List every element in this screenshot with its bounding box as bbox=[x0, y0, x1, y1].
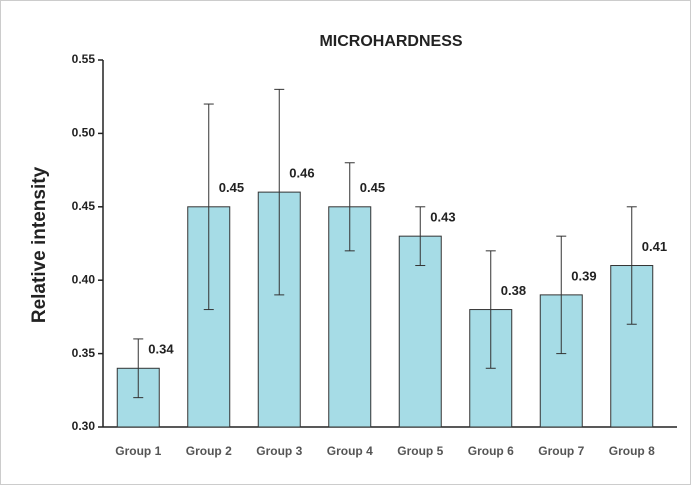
data-label: 0.43 bbox=[430, 210, 455, 225]
y-axis-label: Relative intensity bbox=[29, 166, 50, 323]
x-tick-label: Group 7 bbox=[538, 444, 584, 458]
y-tick-label: 0.30 bbox=[72, 419, 96, 433]
error-bar bbox=[485, 250, 496, 369]
x-tick-label: Group 8 bbox=[609, 444, 655, 458]
error-bar bbox=[556, 235, 567, 355]
error-bar bbox=[344, 162, 355, 252]
x-tick-label: Group 2 bbox=[186, 444, 232, 458]
data-label: 0.46 bbox=[289, 166, 314, 181]
y-tick-label: 0.35 bbox=[72, 346, 96, 360]
x-tick-label: Group 3 bbox=[256, 444, 302, 458]
x-tick-label: Group 1 bbox=[115, 444, 161, 458]
y-tick-label: 0.55 bbox=[72, 52, 96, 66]
x-tick-label: Group 5 bbox=[397, 444, 443, 458]
error-bar bbox=[274, 88, 285, 296]
x-tick-label: Group 6 bbox=[468, 444, 514, 458]
data-label: 0.45 bbox=[360, 180, 385, 195]
data-label: 0.34 bbox=[148, 342, 174, 357]
data-label: 0.41 bbox=[642, 239, 667, 254]
y-tick-label: 0.45 bbox=[72, 199, 96, 213]
y-tick-label: 0.40 bbox=[72, 272, 96, 286]
data-label: 0.39 bbox=[571, 268, 596, 283]
error-bar bbox=[133, 338, 144, 399]
data-label: 0.45 bbox=[219, 180, 244, 195]
error-bar bbox=[415, 206, 426, 267]
x-tick-label: Group 4 bbox=[327, 444, 373, 458]
y-tick-label: 0.50 bbox=[72, 126, 96, 140]
error-bar bbox=[203, 103, 214, 311]
data-label: 0.38 bbox=[501, 283, 526, 298]
chart-title: MICROHARDNESS bbox=[319, 33, 462, 50]
error-bar bbox=[626, 206, 637, 325]
bar bbox=[398, 235, 442, 428]
